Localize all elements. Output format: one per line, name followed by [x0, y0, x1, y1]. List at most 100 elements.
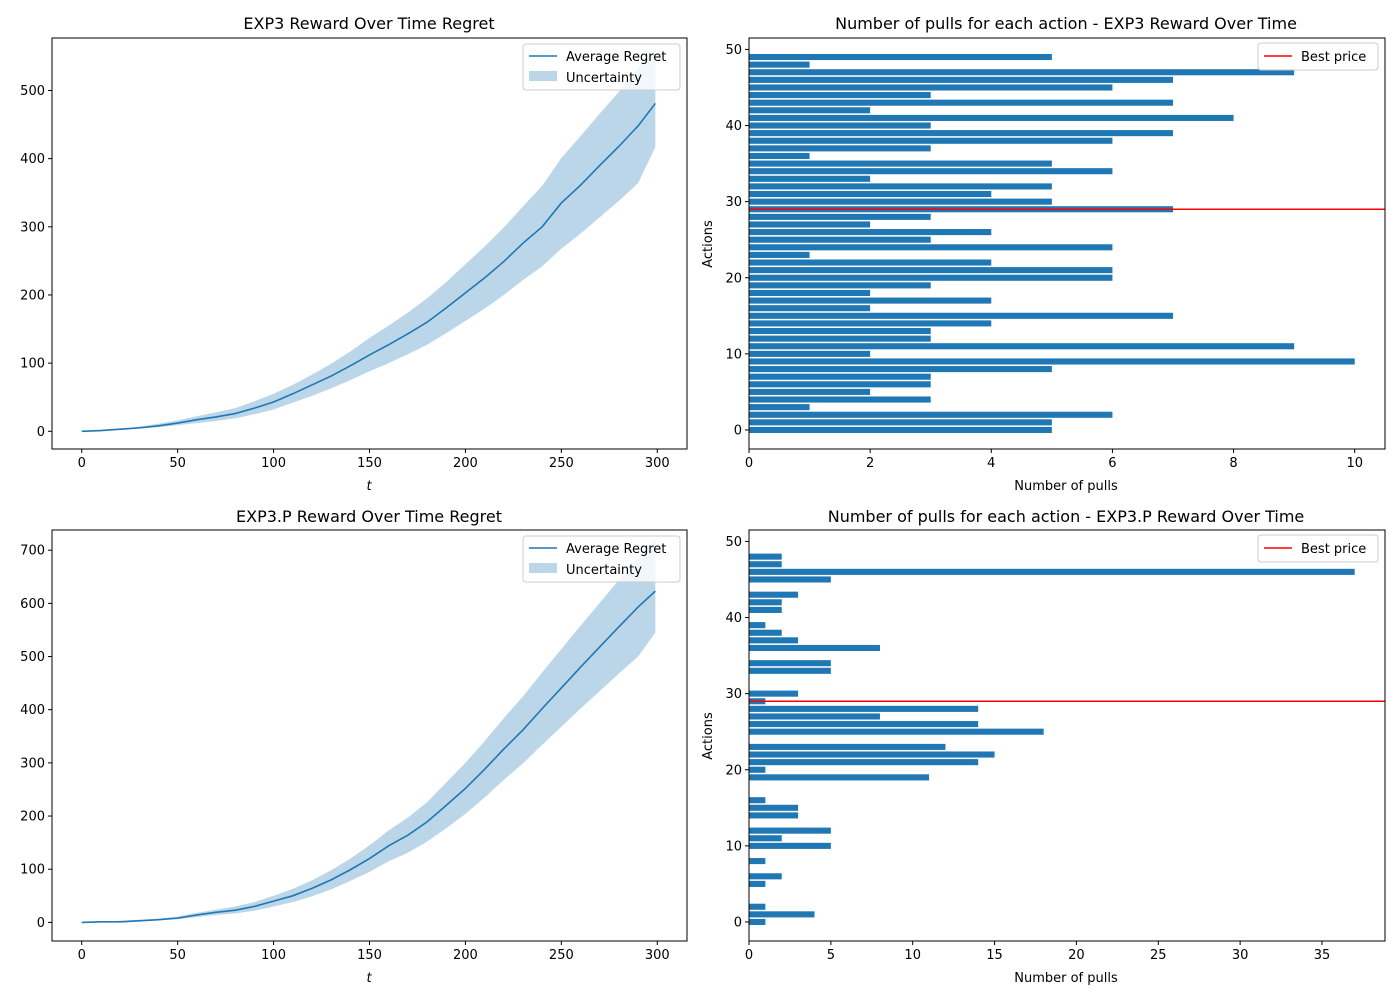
plot-area-exp3-regret: 0 50 100 150 200 250 300 0 100 200 300 400 500 Averag… [20, 37, 688, 471]
bar-action-7 [749, 373, 931, 380]
bar-action-45 [749, 576, 831, 583]
bar-action-24 [749, 244, 1113, 251]
bar-action-21 [749, 267, 1113, 274]
y-tick-label: 300 [20, 220, 45, 235]
bar-action-20 [749, 766, 766, 773]
y-tick-label: 20 [725, 763, 742, 778]
bar-action-18 [749, 289, 871, 297]
x-tick-label: 0 [78, 456, 86, 471]
bar-action-42 [749, 599, 782, 606]
y-tick-label: 40 [725, 119, 742, 134]
bar-action-23 [749, 743, 946, 750]
bar-action-26 [749, 229, 992, 236]
legend-box [1257, 42, 1379, 71]
x-tick-label: 250 [549, 948, 574, 963]
x-tick-label: 0 [745, 456, 753, 471]
y-axis-label: Actions [701, 712, 716, 760]
bar-action-31 [749, 190, 992, 198]
x-tick-label: 2 [866, 456, 874, 471]
x-tick-label: 300 [645, 456, 670, 471]
bar-action-12 [749, 335, 931, 342]
bar-action-38 [749, 137, 1113, 144]
bar-action-48 [749, 553, 782, 560]
x-axis-label: Number of pulls [1014, 479, 1118, 494]
bar-action-33 [749, 175, 871, 182]
x-tick-label: 150 [357, 948, 382, 963]
bar-action-16 [749, 797, 766, 804]
average-regret-line [81, 590, 656, 924]
bar-action-2 [749, 411, 1113, 418]
bar-action-11 [749, 343, 1295, 350]
legend-label-uncertainty: Uncertainty [566, 71, 642, 86]
bar-action-28 [749, 705, 979, 712]
bar-action-12 [749, 827, 831, 834]
x-tick-label: 35 [1314, 948, 1331, 963]
bar-action-43 [749, 99, 1173, 106]
x-tick-label: 0 [78, 948, 86, 963]
chart-title: EXP3 Reward Over Time Regret [243, 14, 494, 33]
bar-action-13 [749, 327, 931, 335]
bar-action-8 [749, 366, 1052, 373]
bar-action-46 [749, 568, 1355, 575]
y-tick-label: 600 [20, 597, 45, 612]
y-tick-label: 200 [20, 810, 45, 825]
plot-area-exp3-pulls: 0 2 4 6 8 10 0 10 20 30 40 50 Best price [725, 37, 1386, 471]
bar-action-32 [749, 183, 1052, 190]
x-tick-label: 100 [261, 456, 286, 471]
bar-action-1 [749, 419, 1052, 426]
bar-action-45 [749, 84, 1113, 91]
x-tick-label: 300 [645, 948, 670, 963]
legend-box [522, 43, 681, 91]
y-tick-label: 500 [20, 84, 45, 99]
y-tick-label: 0 [734, 915, 742, 930]
bar-action-17 [749, 297, 992, 304]
bar-action-20 [749, 274, 1113, 281]
bar-action-22 [749, 751, 995, 758]
y-tick-label: 20 [725, 271, 742, 286]
chart-title: EXP3.P Reward Over Time Regret [236, 507, 502, 526]
axes-frame [51, 37, 688, 450]
x-tick-label: 10 [904, 948, 921, 963]
bar-action-41 [749, 114, 1234, 121]
y-tick-label: 200 [20, 288, 45, 303]
y-tick-label: 0 [734, 423, 742, 438]
x-axis-label: t [366, 971, 372, 986]
panel-exp3p-regret: EXP3.P Reward Over Time Regret t 0 50 100 1… [20, 507, 688, 986]
x-tick-label: 15 [986, 948, 1003, 963]
y-tick-label: 30 [725, 195, 742, 210]
y-tick-label: 40 [725, 611, 742, 626]
bar-action-5 [749, 880, 766, 887]
x-tick-label: 150 [357, 456, 382, 471]
bar-action-46 [749, 76, 1173, 83]
bar-action-14 [749, 320, 992, 327]
bar-action-6 [749, 381, 931, 388]
bar-action-19 [749, 774, 930, 781]
y-tick-label: 50 [725, 43, 742, 58]
legend-label-uncertainty: Uncertainty [566, 563, 642, 578]
legend-box [1257, 534, 1379, 563]
bar-action-39 [749, 130, 1173, 137]
legend-box [522, 535, 681, 583]
bar-action-47 [749, 69, 1295, 76]
bar-action-9 [749, 358, 1355, 365]
plot-area-exp3p-regret: 0 50 100 150 200 250 300 0 100 200 300 400 500 600 700… [20, 529, 688, 963]
bar-action-19 [749, 282, 931, 289]
chart-title: Number of pulls for each action - EXP3 R… [835, 14, 1297, 33]
panel-exp3-pulls: Number of pulls for each action - EXP3 R… [701, 14, 1386, 494]
legend-label-average-regret: Average Regret [566, 542, 666, 557]
chart-title: Number of pulls for each action - EXP3.P… [828, 507, 1305, 526]
bar-action-42 [749, 107, 871, 114]
x-tick-label: 250 [549, 456, 574, 471]
y-tick-label: 500 [20, 650, 45, 665]
axes-frame [51, 529, 688, 942]
plot-area-exp3p-pulls: 0 5 10 15 20 25 30 35 0 10 20 30 40 50 Best price [725, 529, 1386, 963]
y-tick-label: 400 [20, 703, 45, 718]
bar-action-23 [749, 251, 810, 258]
x-tick-label: 20 [1068, 948, 1085, 963]
x-tick-label: 5 [827, 948, 835, 963]
y-tick-label: 0 [37, 916, 45, 931]
bar-action-44 [749, 92, 931, 99]
bar-action-27 [749, 221, 871, 228]
y-tick-label: 100 [20, 357, 45, 372]
